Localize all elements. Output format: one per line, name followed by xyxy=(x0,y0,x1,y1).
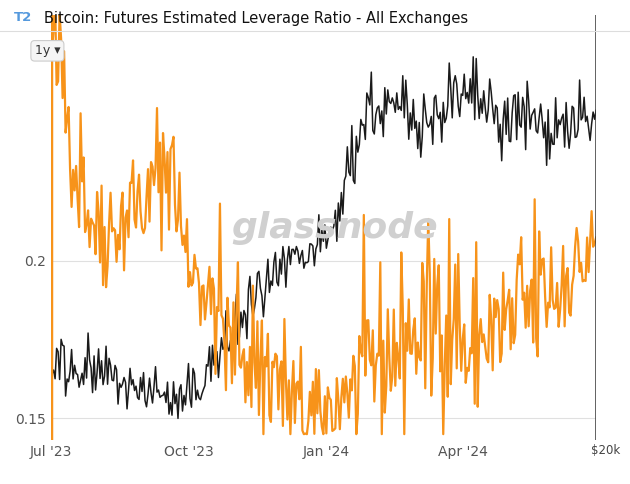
Text: T2: T2 xyxy=(14,11,32,24)
Text: Bitcoin: Futures Estimated Leverage Ratio - All Exchanges: Bitcoin: Futures Estimated Leverage Rati… xyxy=(44,11,468,26)
Text: 1y ▾: 1y ▾ xyxy=(35,45,60,57)
Text: glassnode: glassnode xyxy=(231,211,438,245)
Text: $20k: $20k xyxy=(592,444,621,457)
